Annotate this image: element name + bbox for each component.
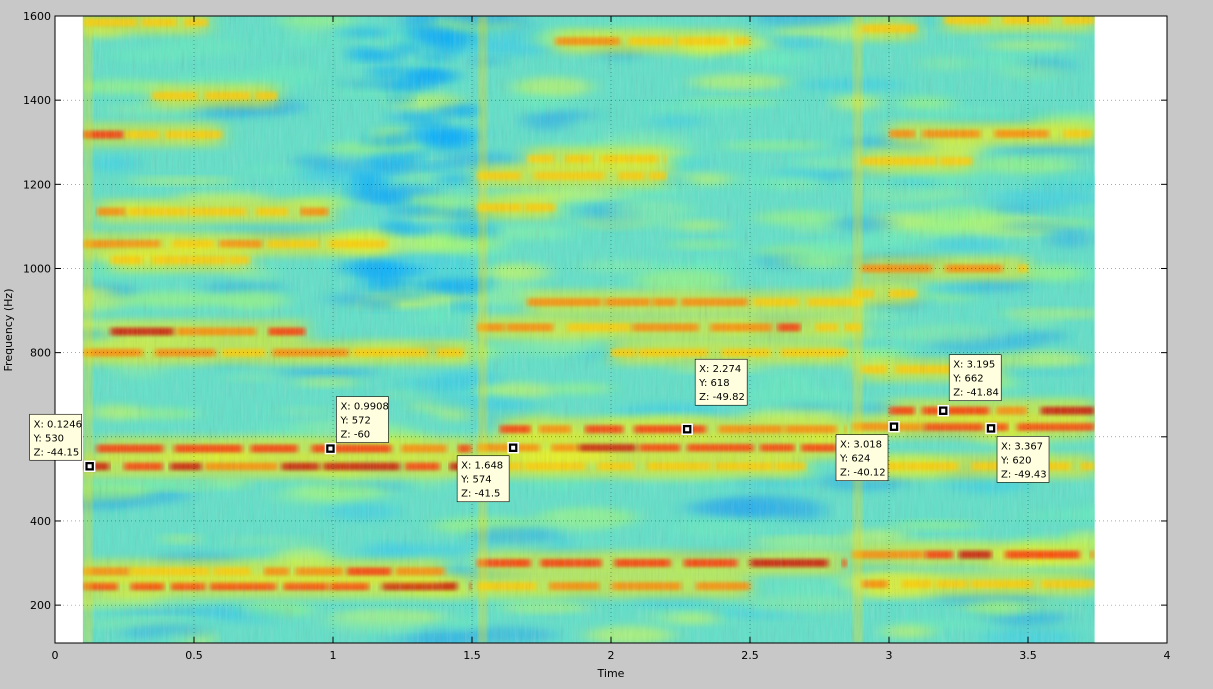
data-cursor[interactable]: X: 0.9908 Y: 572 Z: -60: [324, 396, 389, 455]
x-tick-label: 4: [1164, 649, 1171, 662]
data-cursor-label: Y: 620: [1000, 455, 1031, 466]
data-cursor-marker-center: [685, 427, 690, 432]
data-cursor-label: Y: 574: [460, 475, 491, 486]
data-cursor-marker-center: [87, 464, 92, 469]
data-cursor-label: X: 3.195: [953, 360, 995, 371]
x-tick-label: 2.5: [741, 649, 759, 662]
data-cursor-marker-center: [511, 445, 516, 450]
x-tick-label: 2: [608, 649, 615, 662]
data-cursor-label: X: 2.274: [699, 364, 741, 375]
data-cursor-label: X: 0.1246: [34, 419, 82, 430]
data-cursor-label: Y: 662: [952, 374, 983, 385]
x-tick-label: 3.5: [1019, 649, 1037, 662]
data-cursor-label: X: 0.9908: [340, 402, 388, 413]
data-cursor-label: Z: -44.15: [34, 447, 80, 458]
x-axis: 0 0.5 1 1.5 2 2.5 3 3.5 4: [52, 16, 1171, 662]
data-cursor-tooltip: [835, 434, 889, 482]
data-cursor-tooltip: [694, 358, 748, 406]
data-cursor-label: Y: 572: [339, 416, 370, 427]
data-cursor-label: Z: -41.84: [953, 388, 999, 399]
data-cursor-tooltip: [948, 354, 1002, 402]
data-cursor-label: Y: 618: [698, 378, 729, 389]
data-cursor-label: Z: -49.43: [1001, 469, 1047, 480]
y-tick-label: 200: [30, 599, 51, 612]
y-tick-label: 1400: [23, 94, 51, 107]
data-cursor-label: Z: -60: [340, 430, 370, 441]
y-tick-label: 1600: [23, 10, 51, 23]
data-cursors: X: 0.1246 Y: 530 Z: -44.15 X: 0.9908 Y: 572 Z…: [29, 354, 1050, 503]
data-cursor[interactable]: X: 3.195 Y: 662 Z: -41.84: [937, 354, 1002, 417]
x-tick-label: 0: [52, 649, 59, 662]
x-axis-label: Time: [597, 667, 625, 680]
y-tick-label: 800: [30, 347, 51, 360]
data-cursor[interactable]: X: 1.648 Y: 574 Z: -41.5: [456, 441, 519, 503]
data-cursor-marker-center: [892, 424, 897, 429]
data-cursor-label: Y: 530: [33, 433, 64, 444]
data-cursor[interactable]: X: 0.1246 Y: 530 Z: -44.15: [29, 413, 96, 473]
spectrogram-image: [82, 16, 1095, 643]
data-cursor-tooltip: [336, 396, 389, 443]
y-axis-label: Frequency (Hz): [2, 289, 15, 372]
data-cursor-label: Y: 624: [839, 454, 870, 465]
x-tick-label: 3: [886, 649, 893, 662]
data-cursor-tooltip: [996, 436, 1050, 483]
y-tick-label: 1200: [23, 178, 51, 191]
data-cursor[interactable]: X: 3.018 Y: 624 Z: -40.12: [835, 420, 900, 482]
data-cursor-label: Z: -40.12: [840, 468, 886, 479]
data-cursor-marker-center: [989, 426, 994, 431]
data-cursor-marker-center: [941, 408, 946, 413]
data-cursor-tooltip: [29, 413, 82, 461]
data-cursor-label: X: 3.018: [840, 440, 882, 451]
grid-lines: [55, 16, 1167, 643]
data-cursor-label: Z: -41.5: [461, 489, 500, 500]
data-cursor-marker-center: [328, 446, 333, 451]
y-tick-label: 400: [30, 515, 51, 528]
data-cursor-label: X: 1.648: [461, 461, 503, 472]
data-cursor[interactable]: X: 3.367 Y: 620 Z: -49.43: [985, 422, 1050, 483]
x-tick-label: 0.5: [185, 649, 203, 662]
data-cursor-label: Z: -49.82: [699, 392, 745, 403]
y-tick-label: 1000: [23, 262, 51, 275]
x-tick-label: 1.5: [463, 649, 481, 662]
data-cursor-label: X: 3.367: [1001, 441, 1043, 452]
x-tick-label: 1: [330, 649, 337, 662]
data-cursor-tooltip: [456, 455, 510, 503]
data-cursor[interactable]: X: 2.274 Y: 618 Z: -49.82: [681, 358, 748, 435]
